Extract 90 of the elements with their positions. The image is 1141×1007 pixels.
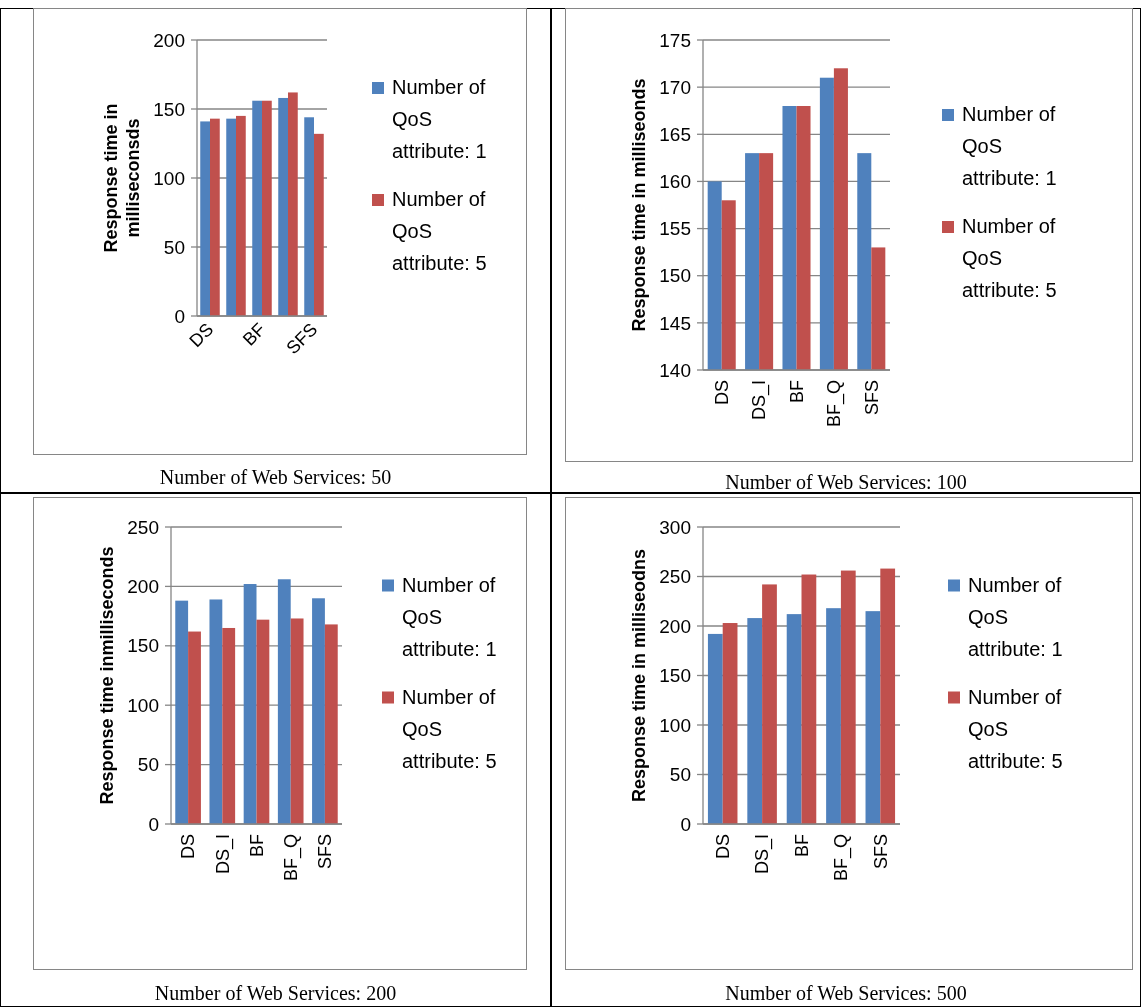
x-tick-label: SFS — [315, 834, 336, 870]
bar — [236, 115, 246, 316]
bar — [707, 633, 723, 824]
bar — [209, 599, 223, 824]
x-tick-label: SFS — [870, 834, 891, 870]
legend-label: Number of QoS attribute: 5 — [968, 685, 1063, 772]
x-tick-label: BF — [246, 834, 267, 858]
bar — [222, 627, 236, 824]
y-axis-title: Response time inmilliseconds — [97, 546, 117, 805]
bar — [243, 584, 257, 824]
legend-label: Number of QoS attribute: 1 — [962, 103, 1057, 189]
x-tick-label: BF_Q — [281, 834, 302, 882]
y-axis-title: Response time in milliseconsds — [101, 103, 143, 253]
x-tick-label: DS_I — [749, 380, 771, 421]
bar — [840, 570, 856, 824]
y-tick-label: 300 — [659, 516, 691, 538]
bar — [290, 618, 304, 824]
y-tick-label: 0 — [148, 813, 159, 835]
bar — [252, 100, 262, 316]
y-tick-label: 200 — [659, 615, 691, 637]
x-tick-label: DS_I — [212, 834, 234, 875]
legend-label: Number of QoS attribute: 1 — [392, 76, 487, 162]
y-tick-label: 100 — [659, 714, 691, 736]
x-tick-label: SFS — [282, 319, 322, 359]
legend-label: Number of QoS attribute: 5 — [392, 188, 487, 274]
bar — [865, 611, 881, 824]
x-tick-label: BF_Q — [824, 380, 846, 428]
y-tick-label: 0 — [680, 813, 691, 835]
x-tick-label: DS — [178, 834, 199, 860]
text: Number of Web Services: 200 — [154, 982, 397, 1004]
y-tick-label: 100 — [127, 694, 159, 716]
bar — [188, 631, 201, 824]
y-tick-label: 250 — [659, 566, 691, 588]
bar — [210, 118, 220, 316]
legend-label: Number of QoS attribute: 1 — [968, 573, 1063, 660]
bar — [747, 618, 763, 824]
x-tick-label: DS — [712, 380, 732, 406]
x-tick-label: BF — [238, 319, 270, 350]
bar — [786, 614, 802, 824]
legend-label: Number of QoS attribute: 5 — [962, 215, 1057, 301]
x-tick-label: DS — [713, 834, 733, 860]
y-tick-label: 250 — [127, 516, 159, 538]
bar — [722, 623, 738, 824]
y-tick-label: 150 — [127, 635, 159, 657]
bar — [175, 600, 189, 824]
y-tick-label: 200 — [153, 29, 185, 51]
y-tick-label: 150 — [153, 98, 185, 120]
bar — [312, 598, 325, 824]
y-axis-title: Response time in milliseodns — [629, 548, 649, 803]
y-tick-label: 155 — [659, 218, 691, 240]
y-tick-label: 160 — [659, 171, 691, 193]
bar — [324, 624, 338, 824]
x-tick-label: BF_Q — [831, 834, 853, 882]
bar — [801, 574, 817, 824]
bar — [880, 568, 896, 824]
y-tick-label: 0 — [174, 305, 185, 327]
bar — [762, 584, 777, 824]
bar — [277, 579, 291, 824]
text: Number of Web Services: 50 — [159, 466, 392, 488]
bar — [200, 121, 210, 316]
y-tick-label: 50 — [163, 236, 185, 258]
x-tick-label: BF — [786, 380, 807, 404]
y-tick-label: 165 — [659, 123, 691, 145]
bar — [262, 100, 272, 316]
y-tick-label: 140 — [659, 359, 691, 381]
text: Number of Web Services: 100 — [725, 471, 967, 493]
legend-label: Number of QoS attribute: 1 — [402, 573, 497, 660]
y-tick-label: 175 — [659, 29, 691, 51]
bar — [826, 608, 841, 824]
y-tick-label: 100 — [153, 167, 185, 189]
y-tick-label: 150 — [659, 265, 691, 287]
y-tick-label: 50 — [137, 754, 159, 776]
legend-label: Number of QoS attribute: 5 — [402, 685, 497, 772]
y-axis-title: Response time in milliseonds — [629, 78, 649, 332]
bar — [304, 117, 314, 316]
x-tick-label: DS_I — [752, 834, 774, 875]
y-tick-label: 170 — [659, 76, 691, 98]
text: Number of Web Services: 500 — [725, 982, 967, 1004]
x-tick-label: SFS — [861, 380, 882, 416]
bar — [314, 133, 324, 316]
x-tick-label: DS — [185, 319, 218, 351]
bar — [256, 619, 270, 824]
bar — [226, 118, 236, 316]
y-tick-label: 50 — [669, 764, 691, 786]
y-tick-label: 145 — [659, 312, 691, 334]
bar — [278, 97, 288, 316]
bar — [288, 92, 298, 316]
y-tick-label: 200 — [127, 576, 159, 598]
x-tick-label: BF — [791, 834, 812, 858]
y-tick-label: 150 — [659, 665, 691, 687]
